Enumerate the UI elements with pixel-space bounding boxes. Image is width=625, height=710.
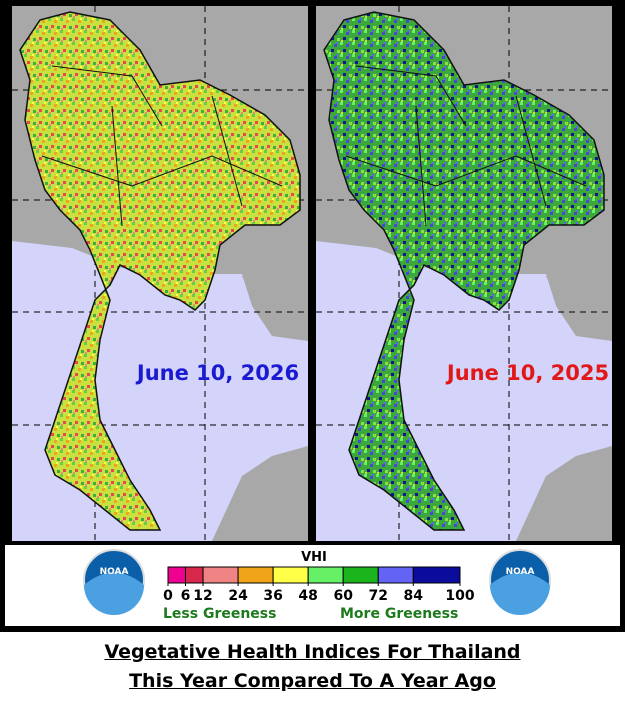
legend-tick-label: 84 (404, 588, 424, 604)
legend-tick-label: 48 (298, 588, 317, 604)
legend-swatch (237, 566, 274, 584)
legend-tick-label: 100 (445, 588, 474, 604)
logo-text: NOAA (506, 567, 535, 577)
legend-tick-label: 6 (181, 588, 191, 604)
legend-tick-label: 36 (263, 588, 282, 604)
map-date-label: June 10, 2025 (445, 361, 609, 385)
legend-title: VHI (301, 550, 327, 565)
map-date-label: June 10, 2026 (135, 361, 299, 385)
map-panel (12, 6, 308, 541)
caption-line: Vegetative Health Indices For Thailand (104, 641, 521, 663)
legend-tick-label: 72 (368, 588, 387, 604)
noaa-logo: NOAA (83, 549, 145, 615)
legend-high-label: More Greeness (340, 606, 458, 622)
noaa-logo: NOAA (489, 549, 551, 615)
legend-swatch (412, 566, 461, 584)
figure: June 10, 2026 June 10, 2025 NOAA NOAA VH… (0, 0, 625, 632)
legend-swatch (185, 566, 204, 584)
legend-tick-label: 12 (193, 588, 212, 604)
map-panel (316, 6, 612, 541)
legend-swatch (167, 566, 187, 584)
legend-swatch (342, 566, 379, 584)
caption-line: This Year Compared To A Year Ago (129, 670, 496, 692)
legend-tick-label: 0 (163, 588, 173, 604)
legend-swatch (307, 566, 344, 584)
legend-swatch (377, 566, 414, 584)
logo-text: NOAA (100, 567, 129, 577)
legend-swatch (202, 566, 239, 584)
legend-tick-label: 24 (228, 588, 248, 604)
legend-bar: 0 6 12 24 36 48 60 72 84 100 (163, 566, 475, 604)
legend-tick-label: 60 (333, 588, 353, 604)
legend-swatch (272, 566, 309, 584)
legend-low-label: Less Greeness (163, 606, 276, 622)
